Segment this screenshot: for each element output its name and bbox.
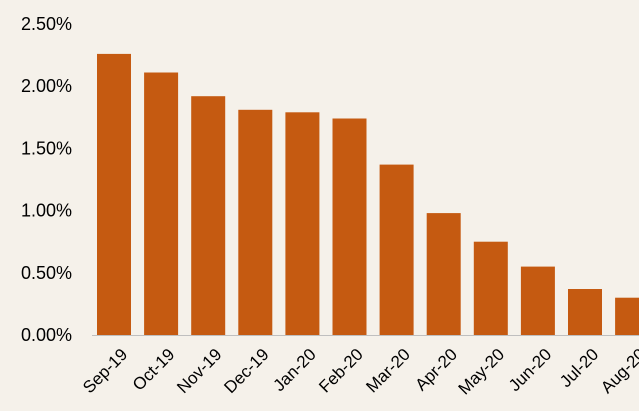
- bar-series: [97, 53, 639, 336]
- y-tick-label: 0.00%: [21, 325, 72, 345]
- bar-aug-20: [615, 297, 639, 335]
- x-tick-label: Oct-19: [129, 345, 179, 395]
- x-tick-label: Feb-20: [315, 345, 367, 397]
- bar-apr-20: [426, 213, 461, 335]
- x-tick-label: Jan-20: [270, 345, 320, 395]
- x-tick-label: Nov-19: [173, 345, 225, 397]
- bar-jan-20: [285, 112, 320, 335]
- bar-dec-19: [238, 109, 273, 335]
- x-tick-label: Dec-19: [220, 345, 272, 397]
- y-tick-label: 0.50%: [21, 263, 72, 283]
- bar-sep-19: [97, 53, 131, 336]
- x-tick-label: Jul-20: [556, 345, 602, 391]
- bar-nov-19: [191, 96, 226, 335]
- x-tick-label: Jun-20: [505, 345, 555, 395]
- x-axis-tick-labels: Sep-19Oct-19Nov-19Dec-19Jan-20Feb-20Mar-…: [79, 345, 639, 399]
- y-tick-label: 2.50%: [21, 14, 72, 34]
- bar-oct-19: [144, 72, 179, 335]
- x-tick-label: Mar-20: [362, 345, 414, 397]
- bar-feb-20: [332, 118, 367, 335]
- bar-jun-20: [520, 266, 555, 335]
- x-tick-label: Aug-20: [597, 345, 639, 397]
- x-tick-label: May-20: [455, 345, 509, 399]
- y-tick-label: 1.50%: [21, 138, 72, 158]
- y-axis-tick-labels: 0.00% 0.50% 1.00% 1.50% 2.00% 2.50%: [21, 14, 72, 345]
- bar-may-20: [473, 241, 508, 335]
- bar-mar-20: [379, 164, 414, 335]
- x-tick-label: Sep-19: [79, 345, 131, 397]
- x-tick-label: Apr-20: [411, 345, 461, 395]
- y-tick-label: 2.00%: [21, 76, 72, 96]
- bar-jul-20: [568, 289, 602, 335]
- y-tick-label: 1.00%: [21, 201, 72, 221]
